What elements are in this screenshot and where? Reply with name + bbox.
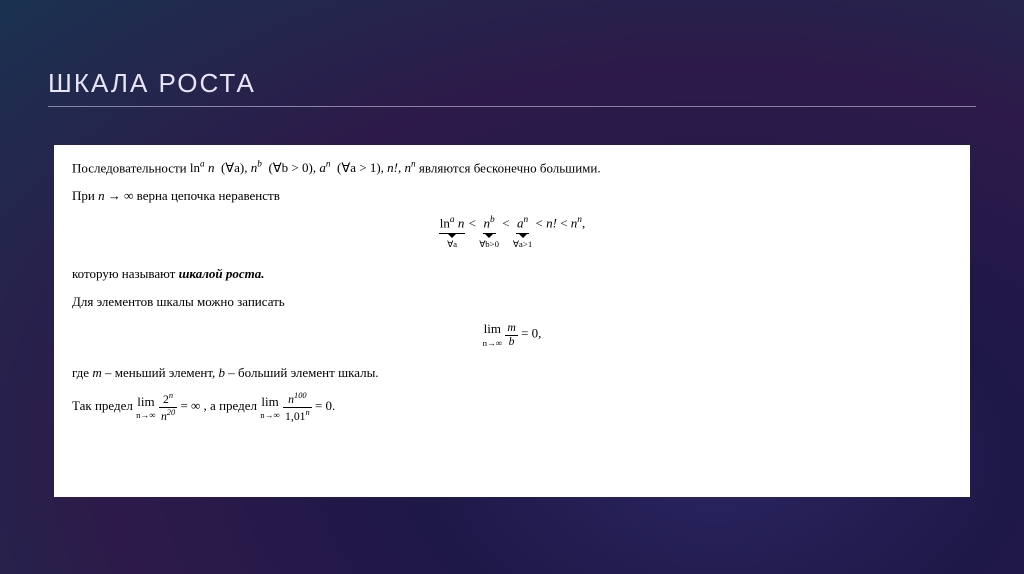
frac-mb: m b (505, 322, 517, 349)
paragraph-2: При n → ∞ верна цепочка неравенств (72, 187, 952, 205)
p1-an-sup: n (326, 160, 331, 170)
p1-ln-n: n (205, 160, 215, 175)
eq1-comma: , (582, 216, 585, 231)
frac-d: b (505, 336, 517, 349)
lim-top: lim (483, 320, 503, 338)
p6-frac1: 2n n20 (159, 391, 177, 424)
p6-eq1: = ∞ (180, 399, 200, 414)
paragraph-6: Так предел lim n→∞ 2n n20 = ∞ , а предел… (72, 391, 952, 424)
ub2-sup: b (490, 215, 495, 225)
lim-block: lim n→∞ (483, 320, 503, 349)
p6-lim2-top: lim (260, 393, 280, 411)
p1-cond2: (∀b > 0) (268, 160, 312, 175)
p3-emphasis: шкалой роста. (179, 266, 265, 281)
p5-m: m (92, 365, 101, 380)
lt3: < (536, 216, 547, 231)
p6-f1-n-sup: n (169, 390, 173, 400)
p1-text-b: являются бесконечно большими. (419, 160, 601, 175)
p1-nb-sup: b (257, 160, 262, 170)
p6-a: Так предел (72, 399, 136, 414)
p5-c: – больший элемент шкалы. (228, 365, 378, 380)
eq1-fact: n! (546, 216, 557, 231)
ub-an: an ∀a>1 (513, 214, 532, 251)
p6-lim2-bot: n→∞ (260, 410, 280, 422)
ub1-bot: ∀a (439, 239, 466, 251)
paragraph-1: Последовательности lna n (∀a), nb (∀b > … (72, 159, 952, 177)
p6-f2-d-base: 1,01 (285, 410, 305, 423)
lim-bot: n→∞ (483, 338, 503, 350)
slide-title: ШКАЛА РОСТА (48, 68, 256, 99)
ub1-ln: ln (440, 216, 450, 231)
p6-eq2: = 0. (315, 399, 335, 414)
p1-nn-sup: n (411, 160, 416, 170)
ub3-bot: ∀a>1 (513, 239, 532, 251)
ub1-n: n (455, 216, 465, 231)
p6-lim1-top: lim (136, 393, 156, 411)
frac-n: m (505, 322, 517, 336)
p1-text-a: Последовательности (72, 160, 190, 175)
equation-limit: lim n→∞ m b = 0, (72, 320, 952, 349)
p6-frac2: n100 1,01n (283, 391, 312, 424)
p1-cond1: (∀a) (221, 160, 244, 175)
p1-ln: ln (190, 160, 200, 175)
p6-lim1: lim n→∞ (136, 393, 156, 422)
p2-limit: n → ∞ (98, 188, 133, 203)
p6-lim2: lim n→∞ (260, 393, 280, 422)
p1-cond3: (∀a > 1) (337, 160, 381, 175)
p3-text-a: которую называют (72, 266, 179, 281)
p5-b: – меньший элемент, (105, 365, 219, 380)
paragraph-3: которую называют шкалой роста. (72, 265, 952, 283)
p6-f1-d-sup: 20 (167, 407, 175, 417)
lt2: < (502, 216, 513, 231)
ub2-bot: ∀b>0 (479, 239, 499, 251)
ub-ln: lna n ∀a (439, 214, 466, 251)
title-underline (48, 106, 976, 107)
p5-a: где (72, 365, 92, 380)
paragraph-4: Для элементов шкалы можно записать (72, 293, 952, 311)
lt4: < (560, 216, 571, 231)
lt1: < (469, 216, 480, 231)
p6-lim1-bot: n→∞ (136, 410, 156, 422)
p1-fact: n! (387, 160, 398, 175)
p6-b: , а предел (204, 399, 261, 414)
equation-chain: lna n ∀a < nb ∀b>0 < an ∀a>1 < n! < n n, (72, 214, 952, 251)
p6-f2-n-sup: 100 (294, 390, 307, 400)
p6-f2-d-sup: n (306, 407, 310, 417)
paragraph-5: где m – меньший элемент, b – больший эле… (72, 364, 952, 382)
p5-bvar: b (219, 365, 226, 380)
p2-text-b: верна цепочка неравенств (137, 188, 280, 203)
ub3-sup: n (523, 215, 528, 225)
content-panel: Последовательности lna n (∀a), nb (∀b > … (54, 145, 970, 497)
p2-text-a: При (72, 188, 98, 203)
ub-nb: nb ∀b>0 (479, 214, 499, 251)
eq2-rhs: = 0, (521, 326, 541, 341)
